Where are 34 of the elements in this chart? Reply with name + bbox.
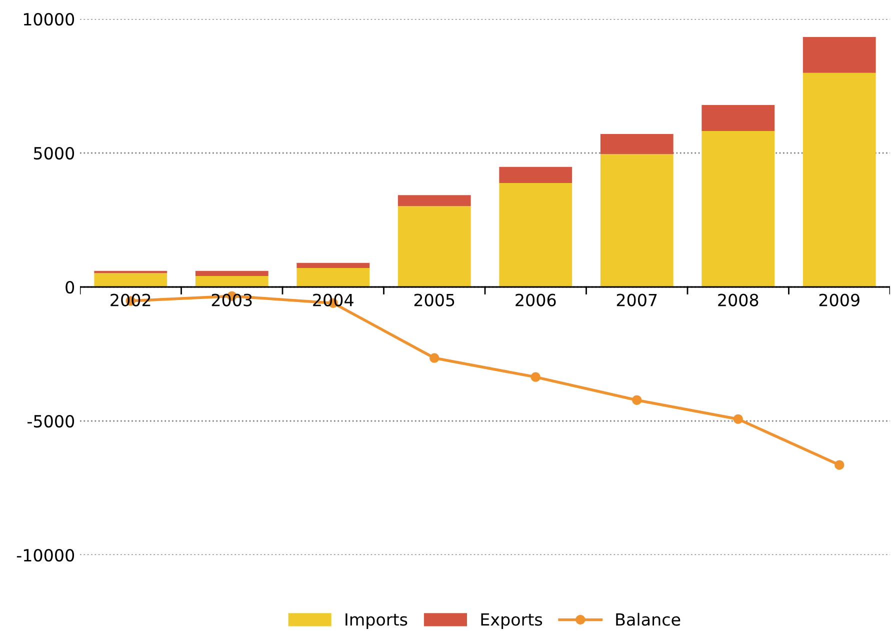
point [733,414,743,424]
bar [195,270,268,276]
legend-label: Balance [616,612,680,626]
bar [195,276,268,287]
x-tick-label: 2005 [414,294,454,306]
point [632,395,642,405]
legend-label: Imports [346,613,408,630]
x-tick-label: 2007 [616,294,657,306]
point [530,372,540,382]
bar [499,183,572,287]
bar [702,105,775,132]
y-tick-label: 0 [66,280,74,294]
legend-label: Exports [481,613,542,630]
y-tick-label: -10000 [16,548,74,562]
bar [94,270,168,274]
y-tick-label: 5000 [34,146,74,160]
y-tick-label: 10000 [24,12,74,26]
bar [802,36,876,73]
bar [296,268,370,287]
bar [398,206,471,287]
x-tick-label: 2009 [819,294,860,306]
x-tick-label: 2006 [516,294,556,306]
bar [94,273,168,287]
bar [398,195,471,206]
point [430,353,440,363]
bar [499,166,572,184]
bar [600,154,674,287]
bar [296,262,370,268]
point [834,460,844,470]
x-tick-label: 2008 [718,294,758,306]
bar [702,131,775,287]
bar [802,72,876,287]
y-tick-label: -5000 [28,414,74,428]
bar [600,134,674,154]
